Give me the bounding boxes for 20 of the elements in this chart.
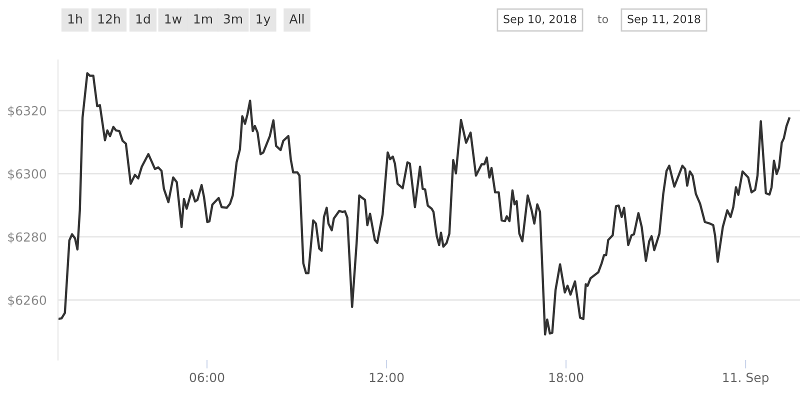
text: 12h	[98, 14, 120, 24]
text: All	[289, 14, 304, 24]
y-tick-label: $6320	[8, 106, 46, 118]
y-tick-label: $6260	[8, 295, 46, 307]
x-tick-label: 06:00	[190, 372, 224, 382]
text: Sep 11, 2018	[628, 14, 700, 26]
text: 1w	[165, 14, 182, 24]
text: 1h	[68, 14, 82, 24]
text: Sep 10, 2018	[504, 14, 576, 26]
x-tick-label: 12:00	[370, 372, 404, 382]
text: 1d	[136, 14, 150, 24]
text: 1y	[256, 14, 270, 26]
y-tick-label: $6280	[8, 232, 46, 244]
text: 3m	[224, 14, 242, 24]
x-tick-label: 11. Sep	[723, 372, 769, 385]
text: 1m	[194, 14, 212, 24]
text: to	[598, 15, 608, 24]
y-tick-label: $6300	[8, 168, 46, 180]
x-tick-label: 18:00	[549, 372, 584, 382]
line-series	[58, 72, 790, 336]
